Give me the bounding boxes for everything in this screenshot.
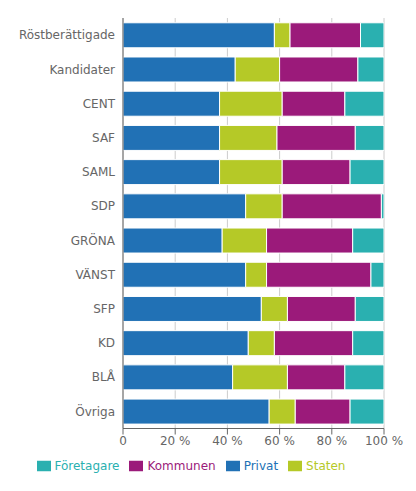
svg-text:40 %: 40 % [212, 434, 243, 448]
svg-text:SFP: SFP [93, 302, 115, 316]
svg-text:Röstberättigade: Röstberättigade [19, 28, 115, 42]
svg-text:KD: KD [98, 336, 115, 350]
svg-text:SAML: SAML [82, 165, 115, 179]
svg-text:SDP: SDP [91, 199, 115, 213]
svg-text:Kandidater: Kandidater [49, 63, 115, 77]
html-text:Staten: Staten [306, 458, 346, 473]
svg-text:Övriga: Övriga [75, 403, 115, 419]
svg-text:80 %: 80 % [317, 434, 348, 448]
svg-text:60 %: 60 % [264, 434, 295, 448]
svg-text:CENT: CENT [83, 97, 116, 111]
svg-text:20 %: 20 % [160, 434, 191, 448]
html-text:Kommunen: Kommunen [147, 458, 216, 473]
svg-text:100 %: 100 % [365, 434, 403, 448]
html-text:Privat: Privat [243, 458, 279, 473]
svg-text:0: 0 [119, 434, 127, 448]
svg-text:VÄNST: VÄNST [75, 267, 115, 282]
html-text:Företagare: Företagare [54, 458, 120, 473]
svg-text:GRÖNA: GRÖNA [71, 232, 116, 248]
svg-text:BLÅ: BLÅ [92, 369, 116, 384]
svg-text:SAF: SAF [92, 131, 115, 145]
